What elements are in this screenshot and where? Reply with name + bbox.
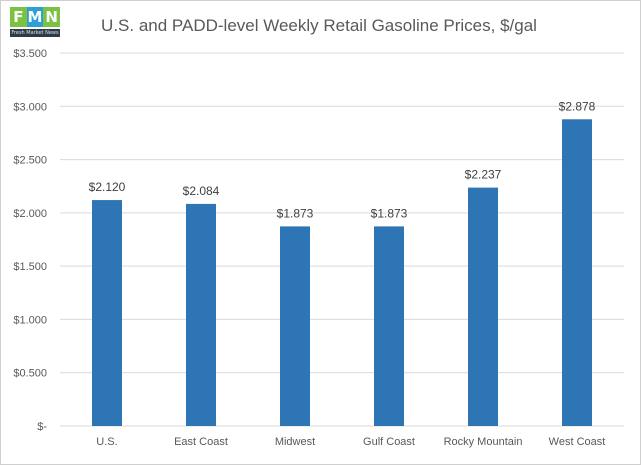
x-tick-label: East Coast xyxy=(174,436,228,448)
fmn-logo: F M N Fresh Market News xyxy=(10,7,61,37)
y-tick-label: $3.000 xyxy=(13,101,47,113)
logo-letter-m: M xyxy=(26,7,44,27)
data-label: $2.084 xyxy=(183,184,220,198)
y-tick-label: $2.000 xyxy=(13,208,47,220)
y-tick-label: $3.500 xyxy=(13,48,47,60)
bar xyxy=(374,226,404,426)
data-labels: $2.120 $2.084 $1.873 $1.873 $2.237 $2.878 xyxy=(89,99,596,220)
y-tick-label: $1.000 xyxy=(13,314,47,326)
chart-title: U.S. and PADD-level Weekly Retail Gasoli… xyxy=(101,16,537,35)
y-axis-ticks: $- $0.500 $1.000 $1.500 $2.000 $2.500 $3.000 $3… xyxy=(13,48,47,433)
y-tick-label: $1.500 xyxy=(13,261,47,273)
bar xyxy=(562,119,592,427)
x-tick-label: Midwest xyxy=(275,436,315,448)
x-axis-ticks: U.S. East Coast Midwest Gulf Coast Rocky Mou… xyxy=(96,436,605,448)
logo-letter-n: N xyxy=(43,7,61,27)
logo-tagline: Fresh Market News xyxy=(10,29,60,37)
data-label: $1.873 xyxy=(371,206,408,220)
x-tick-label: West Coast xyxy=(549,436,606,448)
y-tick-label: $- xyxy=(37,421,47,433)
bar xyxy=(468,187,498,426)
gridlines xyxy=(60,52,624,427)
bars xyxy=(92,119,592,427)
y-tick-label: $0.500 xyxy=(13,368,47,380)
logo-letter-f: F xyxy=(10,7,27,27)
x-tick-label: Gulf Coast xyxy=(363,436,415,448)
x-tick-label: U.S. xyxy=(96,436,117,448)
data-label: $2.120 xyxy=(89,180,126,194)
data-label: $2.237 xyxy=(465,168,502,182)
data-label: $2.878 xyxy=(559,99,596,113)
x-tick-label: Rocky Mountain xyxy=(444,436,523,448)
y-tick-label: $2.500 xyxy=(13,155,47,167)
data-label: $1.873 xyxy=(277,206,314,220)
bar xyxy=(186,203,216,426)
bar xyxy=(92,200,122,426)
bar xyxy=(280,226,310,426)
logo-letters: F M N xyxy=(10,7,61,27)
